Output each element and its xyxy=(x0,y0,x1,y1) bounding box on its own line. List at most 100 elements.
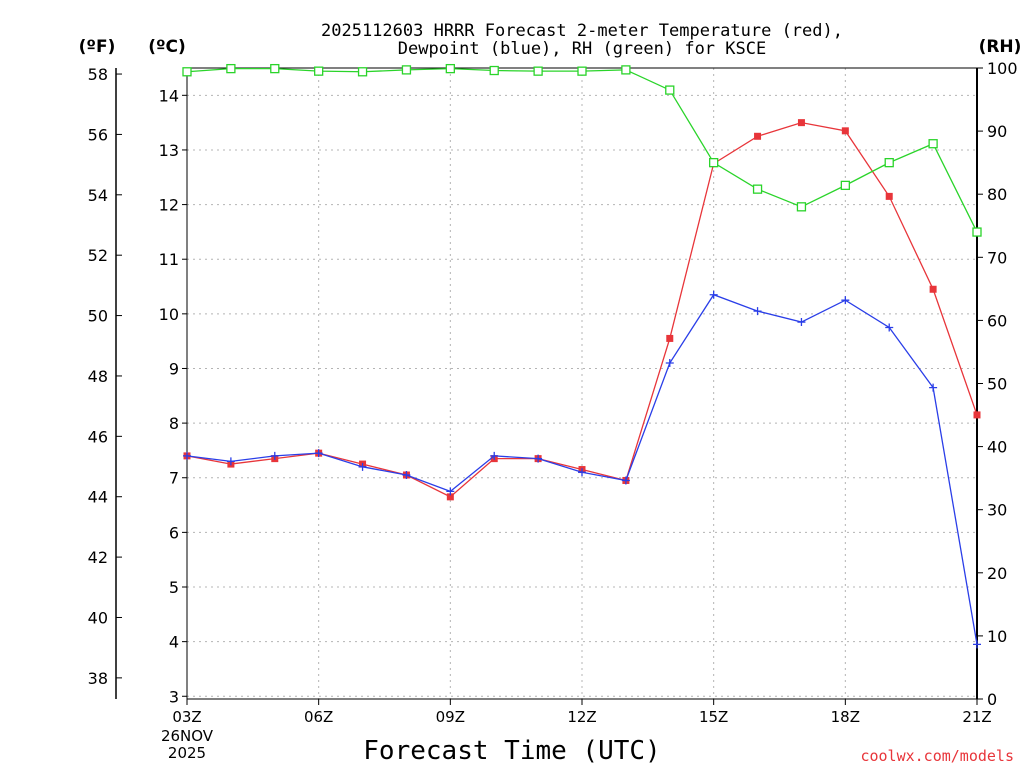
rh-point xyxy=(928,139,938,149)
dewpoint-point xyxy=(753,307,762,316)
fahrenheit-tick-label: 38 xyxy=(88,669,108,688)
dewpoint-point xyxy=(973,640,981,649)
chart-title-line2: Dewpoint (blue), RH (green) for KSCE xyxy=(398,39,766,59)
x-axis-title: Forecast Time (UTC) xyxy=(363,736,660,766)
x-tick-label: 03Z xyxy=(172,708,201,726)
fahrenheit-tick-label: 44 xyxy=(88,488,108,507)
celsius-tick-label: 8 xyxy=(169,414,179,433)
celsius-tick-label: 9 xyxy=(169,359,179,378)
celsius-tick-label: 4 xyxy=(169,633,179,652)
temperature-point xyxy=(446,493,454,501)
rh-point xyxy=(752,184,763,194)
rh-tick-label: 10 xyxy=(987,627,1007,646)
fahrenheit-tick-label: 40 xyxy=(88,608,108,627)
rh-point xyxy=(665,85,675,95)
dewpoint-point xyxy=(621,476,630,485)
dewpoint-point xyxy=(270,451,279,460)
x-tick-label: 06Z xyxy=(304,708,333,726)
axes: 3456789101112131438404244464850525456580… xyxy=(88,59,1018,726)
dewpoint-point xyxy=(490,451,499,460)
rh-point xyxy=(840,180,850,191)
dewpoint-point xyxy=(446,487,455,496)
dewpoint-point xyxy=(841,296,850,305)
temperature-point xyxy=(754,132,762,140)
chart-title-line1: 2025112603 HRRR Forecast 2-meter Tempera… xyxy=(321,21,843,41)
fahrenheit-tick-label: 52 xyxy=(88,246,108,265)
dewpoint-point xyxy=(885,323,894,332)
fahrenheit-tick-label: 42 xyxy=(88,548,108,567)
dewpoint-point xyxy=(534,454,543,463)
temperature-point xyxy=(929,285,937,293)
celsius-tick-label: 7 xyxy=(169,469,179,488)
rh-tick-label: 0 xyxy=(987,690,997,709)
rh-tick-label: 80 xyxy=(987,185,1007,204)
watermark-text: coolwx.com/models xyxy=(860,747,1014,765)
fahrenheit-tick-label: 58 xyxy=(88,65,108,84)
celsius-tick-label: 10 xyxy=(159,305,179,324)
dewpoint-point xyxy=(183,451,191,460)
rh-point xyxy=(489,65,499,76)
temperature-point xyxy=(666,334,674,342)
rh-point xyxy=(401,65,412,75)
rh-point xyxy=(884,157,894,168)
dewpoint-point xyxy=(797,318,806,327)
celsius-tick-label: 12 xyxy=(159,196,179,215)
rh-tick-label: 100 xyxy=(987,59,1018,78)
date-label-year: 2025 xyxy=(168,744,206,762)
celsius-tick-label: 5 xyxy=(169,578,179,597)
x-tick-label: 18Z xyxy=(831,708,860,726)
rh-axis-label: (RH) xyxy=(979,37,1022,57)
data-series xyxy=(182,63,982,649)
rh-point xyxy=(533,66,543,76)
celsius-axis-label: (ºC) xyxy=(148,37,186,57)
celsius-tick-label: 11 xyxy=(159,250,179,269)
temperature-point xyxy=(797,119,805,127)
grid-lines xyxy=(186,68,978,699)
fahrenheit-tick-label: 46 xyxy=(88,427,108,446)
rh-tick-label: 40 xyxy=(987,438,1007,457)
fahrenheit-axis-label: (ºF) xyxy=(79,37,116,57)
x-tick-label: 12Z xyxy=(567,708,596,726)
date-label-day: 26NOV xyxy=(161,727,214,745)
rh-tick-label: 70 xyxy=(987,248,1007,267)
celsius-tick-label: 3 xyxy=(169,687,179,706)
dewpoint-point xyxy=(358,462,367,471)
dewpoint-point xyxy=(578,468,586,477)
rh-point xyxy=(621,65,631,75)
temperature-point xyxy=(885,192,893,200)
rh-point xyxy=(226,63,236,74)
fahrenheit-tick-label: 48 xyxy=(88,367,108,386)
rh-tick-label: 60 xyxy=(987,311,1007,330)
x-tick-label: 09Z xyxy=(436,708,465,726)
x-tick-label: 15Z xyxy=(699,708,728,726)
dewpoint-point xyxy=(665,359,674,368)
rh-point xyxy=(577,66,587,76)
plot-frame xyxy=(186,67,978,700)
rh-point xyxy=(709,157,719,168)
rh-point xyxy=(182,67,192,77)
fahrenheit-tick-label: 50 xyxy=(88,307,108,326)
rh-point xyxy=(445,63,455,74)
rh-tick-label: 50 xyxy=(987,375,1007,394)
rh-point xyxy=(972,227,982,237)
dewpoint-point xyxy=(402,471,411,480)
rh-tick-label: 30 xyxy=(987,501,1007,520)
rh-point xyxy=(270,63,280,74)
celsius-tick-label: 13 xyxy=(159,141,179,160)
fahrenheit-tick-label: 54 xyxy=(88,186,108,205)
celsius-tick-label: 14 xyxy=(159,86,179,105)
temperature-point xyxy=(973,411,981,419)
rh-point xyxy=(357,67,368,77)
rh-tick-label: 20 xyxy=(987,564,1007,583)
dewpoint-point xyxy=(226,457,235,466)
rh-tick-label: 90 xyxy=(987,122,1007,141)
temperature-point xyxy=(841,127,849,135)
fahrenheit-tick-label: 56 xyxy=(88,125,108,144)
rh-point xyxy=(314,66,324,76)
x-tick-label: 21Z xyxy=(962,708,991,726)
dewpoint-point xyxy=(709,290,718,299)
celsius-tick-label: 6 xyxy=(169,523,179,542)
dewpoint-point xyxy=(929,383,938,392)
dewpoint-point xyxy=(314,449,323,458)
